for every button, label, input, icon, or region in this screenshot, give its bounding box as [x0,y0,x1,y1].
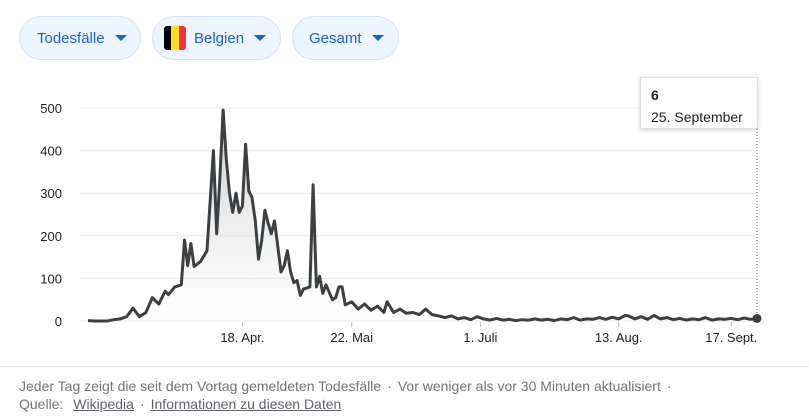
info-link[interactable]: Informationen zu diesen Daten [150,396,342,412]
x-tick-label: 17. Sept. [705,330,757,345]
tooltip-value: 6 [651,87,659,103]
footer-source-label: Quelle: [19,396,64,412]
y-tick-label: 100 [40,271,62,286]
y-tick-label: 500 [40,101,62,116]
country-filter-label: Belgien [194,29,245,47]
country-filter-chip[interactable]: Belgien [152,16,281,60]
chevron-down-icon [114,35,127,41]
period-filter-label: Gesamt [309,29,362,47]
chevron-down-icon [371,35,384,41]
period-filter-chip[interactable]: Gesamt [292,16,399,60]
chart-tooltip: 6 25. September [640,77,758,129]
belgium-flag-icon [164,26,186,50]
chart-series-line [87,108,758,323]
x-tick-label: 22. Mai [330,330,373,345]
hover-point [752,313,762,323]
x-tick-label: 13. Aug. [595,330,643,345]
metric-filter-label: Todesfälle [37,29,105,47]
y-tick-label: 200 [40,229,62,244]
y-tick-label: 300 [40,186,62,201]
tooltip-date: 25. September [651,109,743,125]
metric-filter-chip[interactable]: Todesfälle [19,16,141,60]
chart-footer: Jeder Tag zeigt die seit dem Vortag geme… [19,378,672,412]
source-link[interactable]: Wikipedia [73,396,134,412]
y-tick-label: 0 [55,314,62,329]
chevron-down-icon [254,35,267,41]
x-tick-label: 18. Apr. [220,330,264,345]
chart-area-fill [88,110,757,321]
x-tick-label: 1. Juli [463,330,497,345]
deaths-chart[interactable]: 0 100 200 300 400 500 18. Apr. 22. Mai 1. Juli 1… [0,70,809,360]
footer-divider [0,366,809,367]
y-tick-label: 400 [40,144,62,159]
footer-updated: Vor weniger als vor 30 Minuten aktualisi… [397,378,661,394]
footer-description: Jeder Tag zeigt die seit dem Vortag geme… [19,378,382,394]
